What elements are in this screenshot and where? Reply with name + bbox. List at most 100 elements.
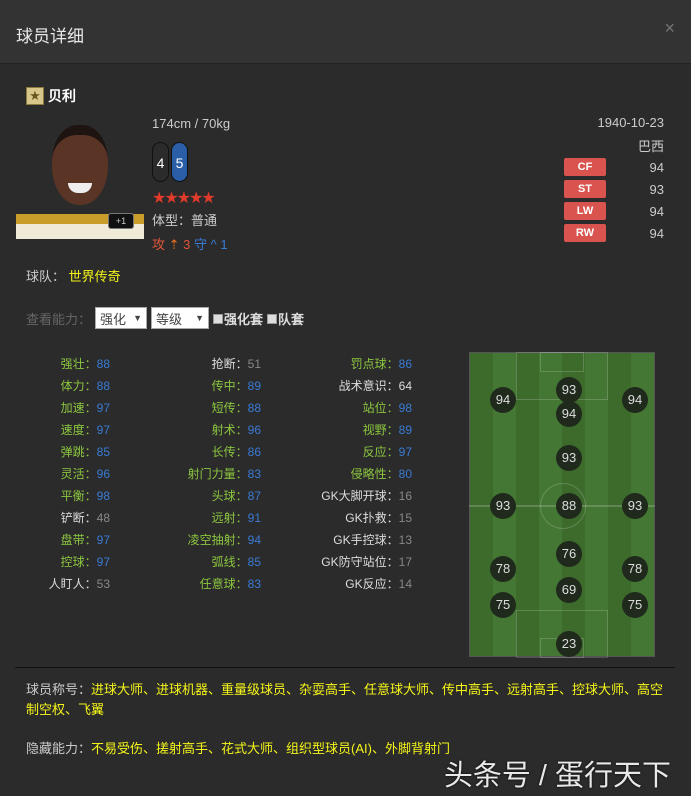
attribute-value: 88 bbox=[96, 379, 110, 393]
attribute-item: 射术：96 bbox=[211, 423, 261, 437]
attribute-item: GK防守站位：17 bbox=[321, 555, 412, 569]
enhance-set-checkbox[interactable]: 强化套 bbox=[213, 309, 263, 328]
legend-star-icon: ★ bbox=[26, 87, 44, 105]
attribute-label: 平衡 bbox=[60, 489, 85, 503]
pitch-position-rating: 76 bbox=[556, 541, 582, 567]
player-titles: 球员称号：进球大师、进球机器、重量级球员、杂耍高手、任意球大师、传中高手、远射高… bbox=[26, 682, 664, 717]
pitch-position-rating: 94 bbox=[556, 401, 582, 427]
body-type: 体型：普通 bbox=[152, 213, 218, 228]
pitch-position-rating: 93 bbox=[556, 445, 582, 471]
position-rating: CF 94 bbox=[564, 158, 664, 176]
strong-foot-icon: 5 bbox=[171, 142, 188, 182]
attribute-label: 加速 bbox=[60, 401, 85, 415]
pitch-position-rating: 78 bbox=[622, 556, 648, 582]
pitch-position-rating: 94 bbox=[622, 387, 648, 413]
attribute-value: 88 bbox=[96, 357, 110, 371]
attribute-label: 体力 bbox=[60, 379, 85, 393]
attribute-value: 97 bbox=[96, 555, 110, 569]
attribute-label: 弹跳 bbox=[60, 445, 85, 459]
attribute-value: 89 bbox=[247, 379, 261, 393]
attribute-label: 速度 bbox=[60, 423, 85, 437]
view-ability-controls: 查看能力： 强化 ▼ 等级 ▼ 强化套 队套 bbox=[26, 307, 304, 329]
work-rate: 攻 ⇡ 3 守 ^ 1 bbox=[152, 237, 228, 252]
attribute-item: 站位：98 bbox=[362, 401, 412, 415]
attribute-label: 罚点球 bbox=[350, 357, 387, 371]
pitch-position-rating: 93 bbox=[622, 493, 648, 519]
pitch-position-rating: 94 bbox=[490, 387, 516, 413]
attribute-item: 加速：97 bbox=[60, 401, 110, 415]
attribute-label: 弧线 bbox=[211, 555, 236, 569]
attribute-item: 视野：89 bbox=[362, 423, 412, 437]
attribute-label: 人盯人 bbox=[48, 577, 85, 591]
attribute-label: 盘带 bbox=[60, 533, 85, 547]
attribute-value: 97 bbox=[96, 401, 110, 415]
attribute-label: 远射 bbox=[211, 511, 236, 525]
hidden-abilities: 隐藏能力：不易受伤、搓射高手、花式大师、组织型球员(AI)、外脚背射门 bbox=[26, 741, 450, 756]
attribute-item: GK大脚开球：16 bbox=[321, 489, 412, 503]
attribute-value: 97 bbox=[398, 445, 412, 459]
attribute-label: 强壮 bbox=[60, 357, 85, 371]
attribute-value: 83 bbox=[247, 467, 261, 481]
attribute-value: 98 bbox=[96, 489, 110, 503]
attribute-label: 任意球 bbox=[199, 577, 236, 591]
attribute-value: 96 bbox=[96, 467, 110, 481]
attribute-item: 强壮：88 bbox=[60, 357, 110, 371]
attribute-item: 速度：97 bbox=[60, 423, 110, 437]
attribute-value: 94 bbox=[247, 533, 261, 547]
attribute-label: GK防守站位 bbox=[321, 555, 387, 569]
attribute-item: 传中：89 bbox=[211, 379, 261, 393]
attribute-item: 任意球：83 bbox=[199, 577, 261, 591]
attribute-value: 85 bbox=[96, 445, 110, 459]
attribute-item: 平衡：98 bbox=[60, 489, 110, 503]
attribute-item: 射门力量：83 bbox=[187, 467, 261, 481]
enhance-select[interactable]: 强化 ▼ bbox=[95, 307, 148, 329]
attribute-value: 88 bbox=[247, 401, 261, 415]
pitch-position-rating: 23 bbox=[556, 631, 582, 657]
attribute-item: 长传：86 bbox=[211, 445, 261, 459]
attribute-value: 89 bbox=[398, 423, 412, 437]
plus-badge: +1 bbox=[108, 213, 134, 229]
team-set-checkbox[interactable]: 队套 bbox=[267, 309, 304, 328]
chevron-down-icon: ▼ bbox=[195, 313, 205, 323]
attribute-label: 反应 bbox=[362, 445, 387, 459]
position-rating: ST 93 bbox=[564, 180, 664, 198]
dialog-title: 球员详细 bbox=[16, 27, 84, 46]
team: 球队： 世界传奇 bbox=[26, 269, 121, 284]
attribute-item: 短传：88 bbox=[211, 401, 261, 415]
attribute-label: 头球 bbox=[211, 489, 236, 503]
attribute-label: GK大脚开球 bbox=[321, 489, 387, 503]
weak-foot-icon: 4 bbox=[152, 142, 169, 182]
attribute-value: 64 bbox=[398, 379, 412, 393]
pitch-position-rating: 69 bbox=[556, 577, 582, 603]
attribute-label: 传中 bbox=[211, 379, 236, 393]
attribute-label: 侵略性 bbox=[350, 467, 387, 481]
position-rating: LW 94 bbox=[564, 202, 664, 220]
attribute-item: GK反应：14 bbox=[345, 577, 412, 591]
attribute-item: 人盯人：53 bbox=[48, 577, 110, 591]
level-select[interactable]: 等级 ▼ bbox=[151, 307, 210, 329]
attribute-item: 弹跳：85 bbox=[60, 445, 110, 459]
chevron-up-icon: ^ bbox=[210, 237, 217, 252]
nationality: 巴西 bbox=[637, 139, 664, 154]
close-icon[interactable]: × bbox=[664, 18, 675, 38]
team-link[interactable]: 世界传奇 bbox=[68, 269, 121, 284]
attribute-value: 86 bbox=[247, 445, 261, 459]
pitch-position-rating: 88 bbox=[556, 493, 582, 519]
attribute-item: 反应：97 bbox=[362, 445, 412, 459]
attribute-label: GK手控球 bbox=[333, 533, 387, 547]
attribute-value: 96 bbox=[247, 423, 261, 437]
attribute-value: 97 bbox=[96, 423, 110, 437]
attribute-label: 凌空抽射 bbox=[187, 533, 236, 547]
attribute-label: 视野 bbox=[362, 423, 387, 437]
attribute-item: 远射：91 bbox=[211, 511, 261, 525]
view-label: 查看能力： bbox=[26, 311, 92, 327]
dialog-header: 球员详细 × bbox=[0, 0, 691, 64]
attribute-value: 53 bbox=[96, 577, 110, 591]
attribute-label: 抢断 bbox=[211, 357, 236, 371]
chevron-down-icon: ▼ bbox=[133, 313, 143, 323]
attribute-value: 91 bbox=[247, 511, 261, 525]
attribute-value: 97 bbox=[96, 533, 110, 547]
watermark: 头条号 / 蛋行天下 bbox=[443, 760, 671, 792]
pitch-position-rating: 78 bbox=[490, 556, 516, 582]
attribute-item: 控球：97 bbox=[60, 555, 110, 569]
